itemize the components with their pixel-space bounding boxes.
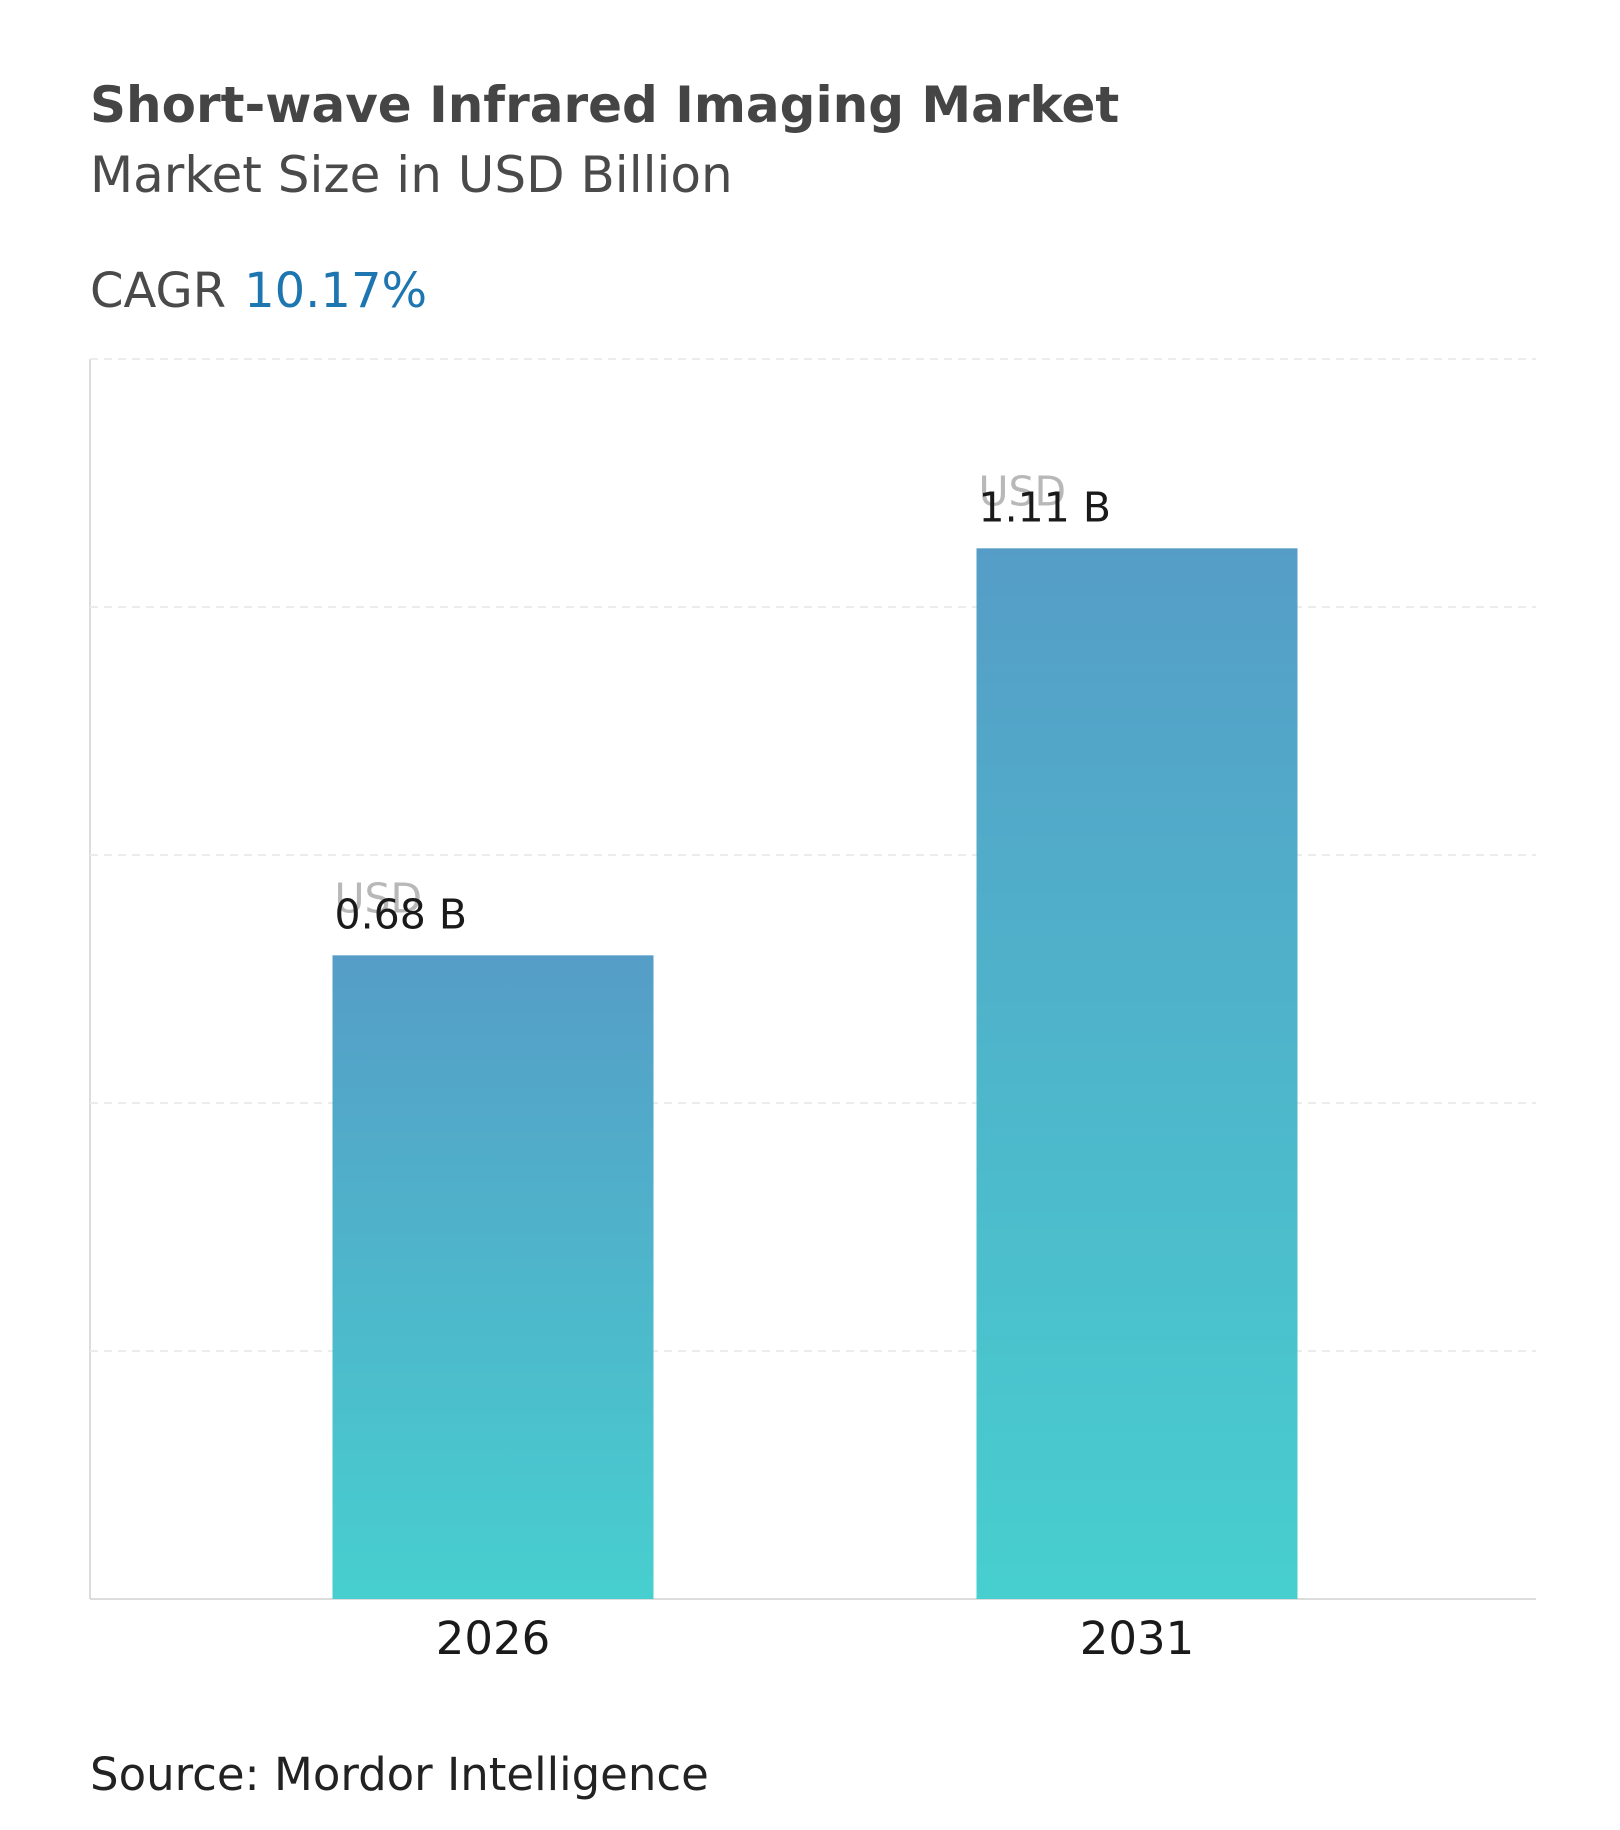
bar [976, 548, 1298, 1599]
value-label: 0.68 B [335, 890, 467, 938]
value-label-prefix: USD [335, 874, 423, 922]
chart-subtitle: Market Size in USD Billion [90, 146, 733, 204]
cagr-label: CAGR [90, 263, 226, 319]
bar [332, 955, 654, 1599]
value-label-prefix: USD [979, 467, 1067, 515]
source: Source: Mordor Intelligence [90, 1748, 709, 1801]
cagr-value: 10.17% [244, 263, 427, 319]
x-tick-label: 2026 [436, 1612, 551, 1665]
value-label: 1.11 B [979, 483, 1111, 531]
x-tick-label: 2031 [1080, 1612, 1195, 1665]
cagr: CAGR 10.17% [90, 263, 427, 319]
chart-title: Short-wave Infrared Imaging Market [90, 76, 1119, 134]
